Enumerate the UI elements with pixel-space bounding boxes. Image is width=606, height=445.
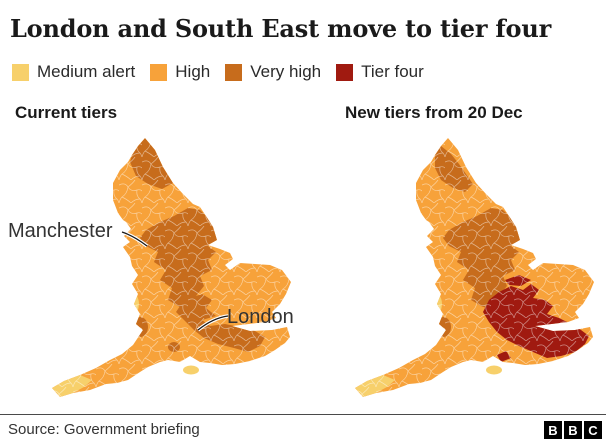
bbc-logo: B B C: [544, 421, 602, 439]
region-medium-isle-of-wight: [486, 365, 502, 375]
manchester-label: Manchester: [8, 220, 113, 242]
bbc-logo-letter: B: [544, 421, 562, 439]
medium-alert-swatch: [12, 63, 29, 81]
page-title: London and South East move to tier four: [10, 14, 552, 43]
legend-label: Medium alert: [37, 62, 136, 81]
london-label: London: [227, 306, 294, 328]
bbc-logo-letter: C: [584, 421, 602, 439]
england-map-new: [355, 138, 594, 397]
high-swatch: [150, 63, 168, 81]
legend-item-high: High: [150, 62, 210, 82]
region-medium-isle-of-wight: [183, 365, 199, 375]
bbc-logo-letter: B: [564, 421, 582, 439]
district-texture: [52, 138, 291, 397]
source-text: Source: Government briefing: [8, 421, 200, 438]
footer-divider: [0, 414, 606, 415]
right-map-subtitle: New tiers from 20 Dec: [345, 103, 523, 122]
legend: Medium alert High Very high Tier four: [12, 62, 424, 82]
legend-label: High: [175, 62, 211, 81]
manchester-leader-line: [121, 230, 149, 248]
legend-item-tier-four: Tier four: [336, 62, 424, 82]
legend-item-very-high: Very high: [225, 62, 321, 82]
legend-label: Very high: [250, 62, 322, 81]
legend-item-medium: Medium alert: [12, 62, 135, 82]
very-high-swatch: [225, 63, 243, 81]
left-map-subtitle: Current tiers: [15, 103, 118, 122]
legend-label: Tier four: [361, 62, 424, 81]
england-map-current: [52, 138, 291, 397]
district-texture: [355, 138, 594, 397]
tier-four-swatch: [336, 63, 354, 81]
london-leader-line: [196, 314, 229, 332]
